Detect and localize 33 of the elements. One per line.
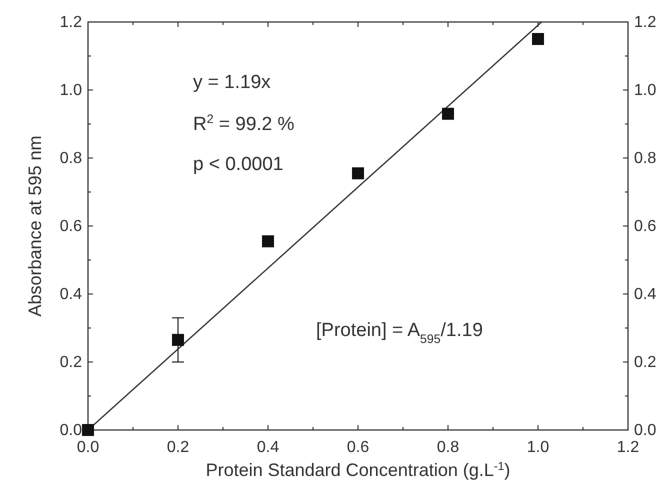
x-axis-title: Protein Standard Concentration (g.L$^{-1}$) xyxy=(206,460,510,480)
y-tick-label: 0.6 xyxy=(60,218,82,235)
y2-tick-label: 1.0 xyxy=(634,82,656,99)
y2-tick-label: 0.4 xyxy=(634,286,656,303)
annotation: [Protein] = A$_{595}$/1.19 xyxy=(316,320,483,346)
y-tick-label: 1.0 xyxy=(60,82,82,99)
y2-tick-label: 0.0 xyxy=(634,422,656,439)
x-tick-label: 0.6 xyxy=(346,439,370,456)
x-tick-label: 0.4 xyxy=(256,439,280,456)
point xyxy=(442,108,454,120)
point xyxy=(352,167,364,180)
y-tick-label: 0.4 xyxy=(60,286,82,303)
y-tick-label: 0.0 xyxy=(60,422,82,439)
annotation: R$^{2}$ = 99.2 % xyxy=(193,112,295,135)
x-tick-label: 0.8 xyxy=(436,439,460,456)
point xyxy=(172,334,184,346)
point xyxy=(82,424,94,436)
y-tick-label: 0.2 xyxy=(60,354,82,371)
y-tick-label: 1.2 xyxy=(60,14,82,31)
x-tick-label: 1.0 xyxy=(526,439,550,456)
y2-tick-label: 0.8 xyxy=(634,150,656,167)
y2-tick-label: 1.2 xyxy=(634,14,656,31)
y-tick-label: 0.8 xyxy=(60,150,82,167)
x-tick-label: 0.0 xyxy=(76,439,100,456)
x-tick-label: 0.2 xyxy=(166,439,190,456)
y2-tick-label: 0.6 xyxy=(634,218,656,235)
point xyxy=(262,235,274,248)
annotation: p < 0.0001 xyxy=(193,154,284,175)
y-axis-title: Absorbance at 595 nm xyxy=(25,135,45,317)
x-tick-label: 1.2 xyxy=(616,439,640,456)
annotation: y = 1.19x xyxy=(193,72,272,93)
point xyxy=(532,33,544,45)
y2-tick-label: 0.2 xyxy=(634,354,656,371)
